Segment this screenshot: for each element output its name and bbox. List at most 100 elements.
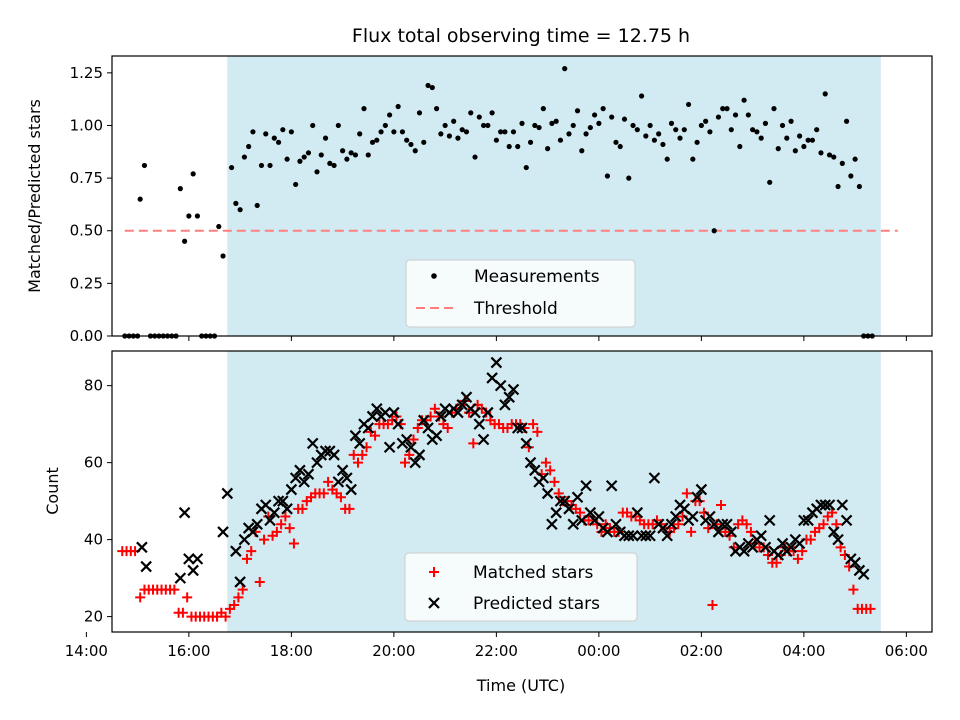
matched-star-point (545, 465, 556, 476)
predicted-star-point (417, 414, 430, 427)
measurement-point (263, 131, 269, 137)
x-tick-label: 04:00 (782, 642, 825, 660)
matched-star-point (280, 511, 291, 522)
predicted-star-point (366, 410, 379, 423)
measurement-point (228, 164, 235, 171)
measurement-point (527, 139, 534, 145)
predicted-star-point (657, 522, 669, 534)
measurement-point (596, 120, 602, 126)
x-axis-label: Time (UTC) (476, 676, 565, 695)
predicted-star-point (546, 518, 558, 530)
count-legend: Matched stars Predicted stars (404, 552, 638, 622)
measurement-point (472, 154, 478, 160)
measurement-point (852, 156, 858, 162)
ratio-axes-frame (111, 55, 933, 337)
measurement-point (758, 135, 764, 141)
predicted-star-point (251, 518, 263, 530)
measurement-point (668, 120, 675, 126)
predicted-star-point (362, 422, 375, 434)
measurement-point (621, 116, 628, 122)
matched-star-point (707, 600, 718, 611)
measurement-point (592, 112, 598, 118)
predicted-star-point (593, 510, 605, 523)
predicted-star-point (490, 356, 503, 369)
y-tick-label: 0.75 (70, 169, 103, 187)
predicted-star-point (319, 445, 332, 457)
matched-star-point (318, 488, 329, 499)
measurement-point (510, 129, 517, 135)
predicted-star-point (849, 556, 861, 569)
measurement-point (626, 175, 632, 181)
matched-star-point (177, 607, 188, 618)
measurement-point (408, 141, 414, 148)
predicted-star-point (482, 406, 494, 419)
measurement-point (788, 118, 794, 124)
measurement-point (814, 127, 820, 133)
measurement-point (301, 154, 307, 160)
measurement-point (690, 156, 696, 162)
matched-star-point (408, 434, 419, 445)
matched-star-point (771, 557, 782, 568)
measurement-point (784, 135, 790, 141)
predicted-star-point (435, 410, 447, 423)
measurement-point (254, 202, 260, 209)
measurement-point (493, 137, 499, 143)
matched-star-point (827, 507, 838, 518)
predicted-star-point (499, 399, 511, 411)
measurement-point (801, 143, 807, 150)
measurement-point (779, 122, 786, 129)
measurement-point (288, 129, 294, 135)
predicted-star-point (785, 541, 797, 554)
measurement-point (391, 129, 397, 135)
matched-star-point (434, 411, 445, 422)
matched-star-point (220, 611, 231, 622)
predicted-star-point (264, 514, 276, 527)
predicted-star-point (802, 514, 814, 527)
y-tick-label: 40 (84, 531, 103, 549)
matched-star-point (848, 584, 859, 595)
measurement-point (506, 143, 512, 150)
measurement-point (182, 238, 188, 244)
measurement-point (771, 106, 777, 112)
predicted-star-point (379, 406, 392, 419)
predicted-star-point (353, 437, 366, 450)
measurement-point (694, 139, 700, 145)
matched-star-point (818, 519, 829, 530)
predicted-star-point (332, 476, 345, 488)
predicted-star-point (336, 464, 349, 477)
predicted-star-point (746, 541, 759, 554)
predicted-star-points (136, 356, 870, 588)
ratio-legend: Measurements Threshold (405, 259, 636, 328)
y-tick-label: 1.25 (70, 64, 103, 82)
measurement-point (557, 137, 564, 143)
ratio-legend-box (405, 259, 636, 328)
y-tick-label: 20 (84, 608, 103, 626)
measurement-point (463, 129, 470, 135)
predicted-star-point (221, 487, 234, 500)
measurement-point (177, 186, 183, 192)
measurement-point (399, 129, 406, 135)
ratio-panel: 0.000.250.500.751.001.25 Flux total obse… (25, 25, 933, 345)
predicted-star-point (755, 529, 767, 542)
predicted-star-point (507, 383, 520, 396)
measurement-point (271, 135, 277, 141)
measurement-point (250, 129, 256, 135)
measurement-point (609, 114, 615, 120)
predicted-star-point (392, 418, 404, 430)
measurement-point (344, 156, 350, 162)
measurement-point (446, 133, 452, 139)
measurement-point (831, 154, 837, 160)
measurement-point (451, 118, 457, 124)
measurement-point (515, 143, 521, 150)
measurement-point (275, 139, 282, 145)
measurement-point (630, 122, 636, 129)
predicted-legend-label: Predicted stars (473, 594, 600, 614)
measurement-point (186, 213, 192, 219)
predicted-star-point (857, 568, 870, 581)
predicted-star-point (759, 541, 772, 554)
count-axis-ticks: 20 40 60 80 14:00 16:00 18:00 20:00 22:00 00:00 02… (65, 377, 928, 660)
measurement-point (545, 146, 551, 152)
measurement-point (141, 162, 148, 169)
measurement-point (305, 150, 312, 156)
measurement-point (839, 160, 845, 166)
